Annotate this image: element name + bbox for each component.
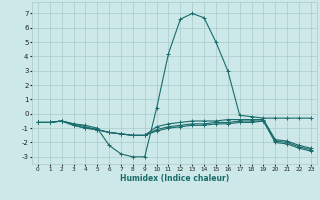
X-axis label: Humidex (Indice chaleur): Humidex (Indice chaleur) bbox=[120, 174, 229, 183]
